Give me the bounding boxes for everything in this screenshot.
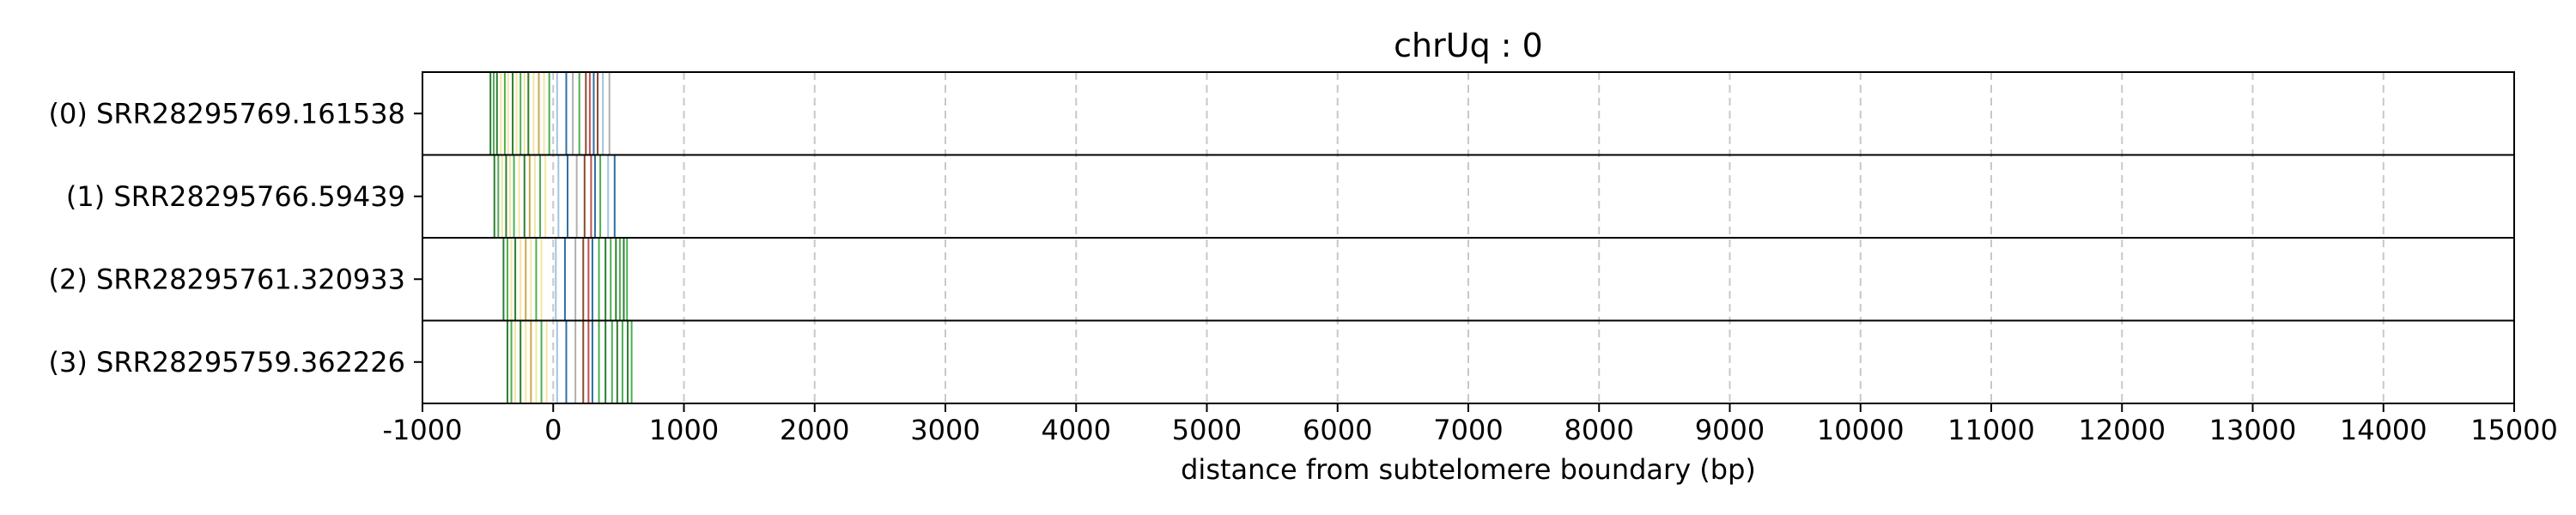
x-tick-label: 15000: [2470, 414, 2558, 446]
x-tick-label: 6000: [1303, 414, 1372, 446]
x-tick-label: 14000: [2340, 414, 2427, 446]
read-label: (1) SRR28295766.59439: [66, 180, 405, 213]
read-label: (3) SRR28295759.362226: [49, 346, 405, 379]
x-tick-layer: -1000 0 1000 2000 3000 4000 5000 6000 7000 8000 90…: [383, 403, 2558, 446]
grid-layer: [552, 72, 2385, 403]
x-axis-label: distance from subtelomere boundary (bp): [1181, 453, 1756, 486]
x-tick-label: 3000: [910, 414, 980, 446]
x-tick-label: -1000: [383, 414, 463, 446]
read-label-layer: (0) SRR28295769.161538 (1) SRR28295766.59…: [49, 97, 422, 379]
x-tick-label: 1000: [649, 414, 719, 446]
x-tick-label: 12000: [2078, 414, 2166, 446]
x-tick-label: 8000: [1564, 414, 1634, 446]
marks-layer: [489, 73, 633, 403]
x-tick-label: 7000: [1433, 414, 1503, 446]
read-label: (0) SRR28295769.161538: [49, 97, 405, 130]
x-tick-label: 10000: [1817, 414, 1905, 446]
read-label: (2) SRR28295761.320933: [49, 263, 405, 295]
x-tick-label: 9000: [1695, 414, 1765, 446]
x-tick-label: 13000: [2209, 414, 2297, 446]
chart-title: chrUq : 0: [1394, 27, 1543, 64]
x-tick-label: 4000: [1042, 414, 1111, 446]
frame-layer: [422, 71, 2515, 404]
x-tick-label: 2000: [780, 414, 849, 446]
x-tick-label: 11000: [1947, 414, 2035, 446]
x-tick-label: 0: [544, 414, 562, 446]
x-tick-label: 5000: [1172, 414, 1242, 446]
